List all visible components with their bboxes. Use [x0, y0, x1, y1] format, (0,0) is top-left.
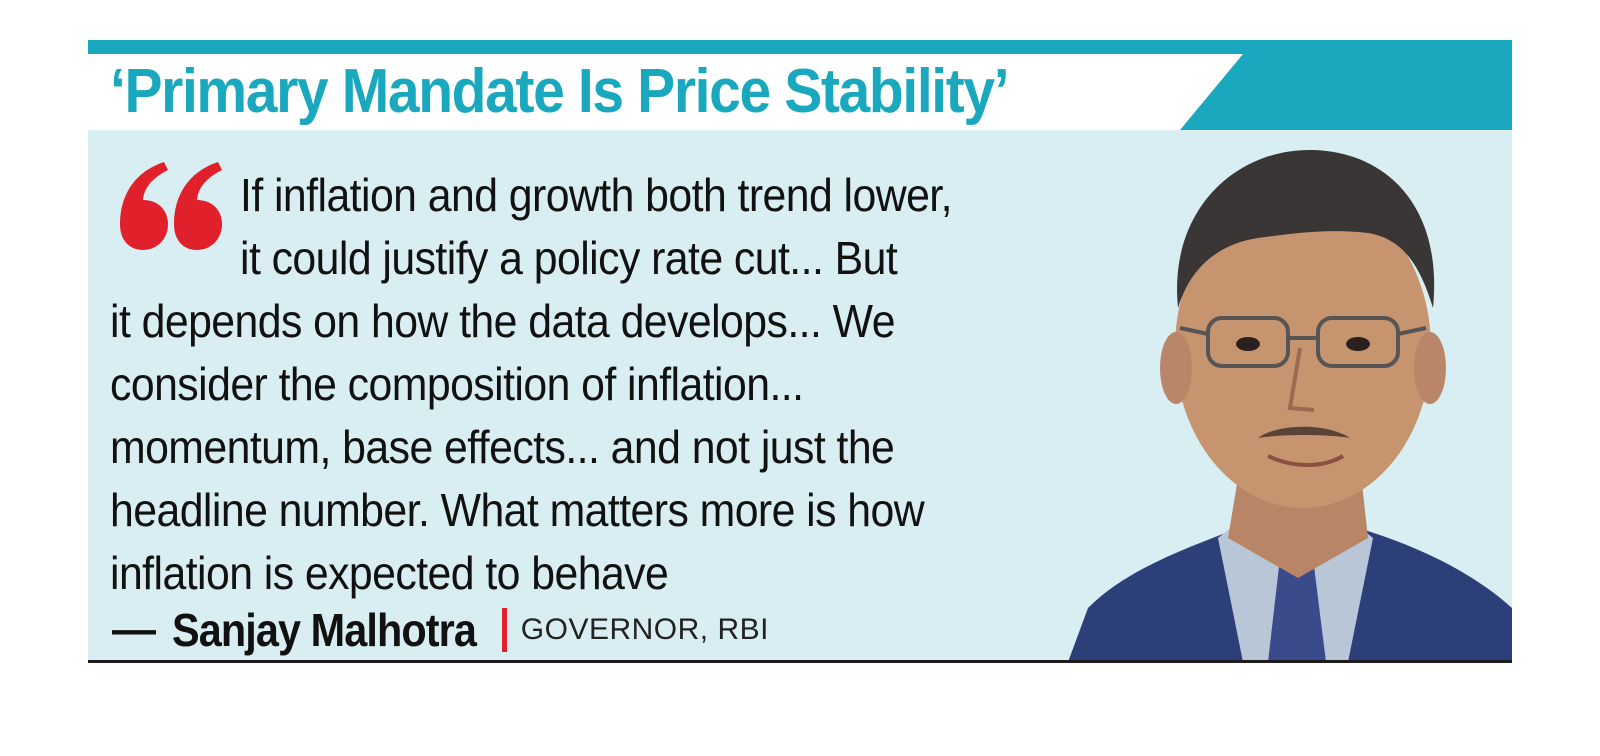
quote-line: it could justify a policy rate cut... Bu…: [240, 232, 898, 284]
speaker-role: GOVERNOR, RBI: [520, 613, 769, 646]
speaker-name: Sanjay Malhotra: [172, 604, 477, 656]
quote-line: it depends on how the data develops... W…: [110, 295, 896, 347]
quote-line: inflation is expected to behave: [110, 547, 669, 599]
quote-line: consider the composition of inflation...: [110, 358, 804, 410]
title-box: [88, 54, 1243, 130]
attribution-dash: —: [112, 605, 156, 654]
page-title: ‘Primary Mandate Is Price Stability’: [110, 57, 1010, 126]
separator-bar: [501, 608, 507, 652]
quote-line: momentum, base effects... and not just t…: [110, 421, 895, 473]
quote-line: If inflation and growth both trend lower…: [240, 169, 953, 221]
person-portrait: [1068, 149, 1512, 662]
banner-slant-shape: [1184, 64, 1512, 130]
open-quote-icon: [120, 162, 222, 250]
attribution: — Sanjay Malhotra GOVERNOR, RBI: [112, 600, 769, 660]
bottom-rule: [88, 660, 1512, 663]
quote-line: headline number. What matters more is ho…: [110, 484, 925, 536]
quote-card: ‘Primary Mandate Is Price Stability’ If …: [88, 40, 1512, 662]
